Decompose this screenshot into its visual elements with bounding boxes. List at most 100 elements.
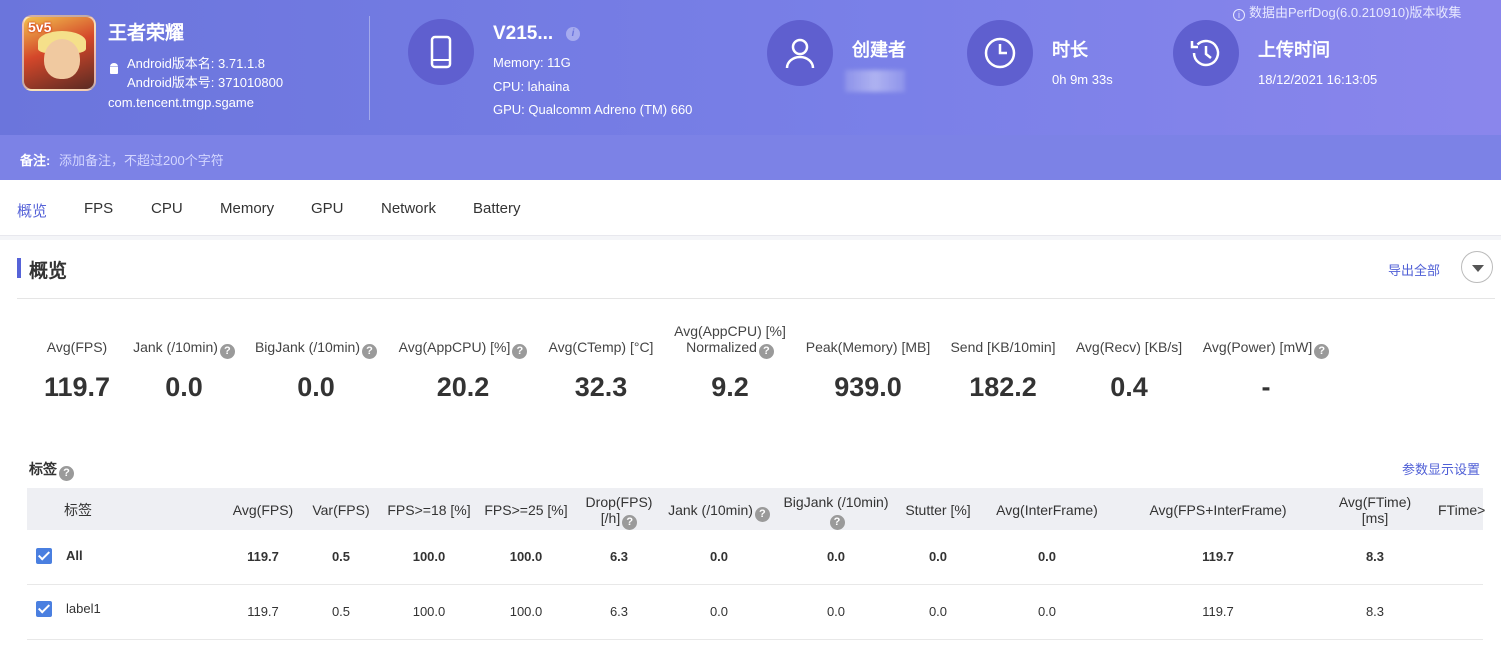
tab-battery[interactable]: Battery [473, 200, 521, 217]
cell: 6.3 [609, 549, 629, 564]
col-bigjank[interactable]: BigJank (/10min)? [783, 494, 889, 530]
metric-value: 0.4 [1110, 372, 1148, 402]
cell: 100.0 [412, 549, 446, 564]
tab-cpu[interactable]: CPU [151, 200, 183, 217]
col-var-fps[interactable]: Var(FPS) [312, 502, 370, 518]
help-icon[interactable]: ? [512, 344, 528, 359]
app-icon: 5v5 [22, 15, 96, 91]
creator-label: 创建者 [852, 40, 906, 60]
note-input[interactable]: 添加备注，不超过200个字符 [59, 153, 224, 168]
android-version-code: Android版本号: 371010800 [127, 75, 284, 90]
col-avg-ftime[interactable]: Avg(FTime) [ms] [1338, 494, 1412, 526]
cell: 6.3 [609, 604, 629, 619]
tags-title: 标签? [29, 459, 74, 481]
device-cpu: CPU: lahaina [493, 79, 570, 94]
metric-label: Avg(FPS) [46, 339, 108, 355]
cell: 0.0 [1037, 549, 1057, 564]
info-circle-icon: i [1233, 9, 1245, 21]
cell: 0.0 [928, 549, 948, 564]
cell: 100.0 [412, 604, 446, 619]
help-icon[interactable]: ? [829, 515, 845, 530]
cell: 119.7 [247, 549, 279, 564]
collapse-button[interactable] [1461, 251, 1493, 283]
cell: 0.0 [1037, 604, 1057, 619]
creator-name-blurred [845, 70, 905, 92]
metric-label: Peak(Memory) [MB] [805, 339, 931, 355]
metric-value: 9.2 [711, 372, 749, 402]
tab-fps[interactable]: FPS [84, 200, 114, 217]
help-icon[interactable]: ? [758, 344, 774, 359]
collect-note: i 数据由PerfDog(6.0.210910)版本收集 [1233, 2, 1461, 21]
help-icon[interactable]: ? [622, 515, 638, 530]
col-interframe[interactable]: Avg(InterFrame) [996, 502, 1098, 518]
metric-label: Jank (/10min)? [128, 339, 240, 359]
tab-network[interactable]: Network [381, 200, 437, 217]
col-stutter[interactable]: Stutter [%] [905, 502, 971, 518]
row-checkbox[interactable] [36, 601, 52, 617]
col-avg-fps[interactable]: Avg(FPS) [232, 502, 294, 518]
cell: 119.7 [247, 604, 279, 619]
metric-value: 939.0 [834, 372, 902, 402]
metric-value: 20.2 [436, 372, 490, 402]
help-icon[interactable]: ? [219, 344, 235, 359]
tab-overview[interactable]: 概览 [17, 203, 48, 220]
duration-label: 时长 [1052, 40, 1088, 60]
table-header: 标签 Avg(FPS) Var(FPS) FPS>=18 [%] FPS>=25… [27, 488, 1486, 530]
metric-label: Avg(AppCPU) [%] Normalized? [674, 323, 786, 359]
android-version-name: Android版本名: 3.71.1.8 [127, 56, 266, 71]
report-header: 5v5 王者荣耀 Android版本名: 3.71.1.8 Android版本号… [0, 0, 1501, 135]
table-row: label1 119.7 0.5 100.0 100.0 6.3 0.0 0.0… [27, 585, 1483, 640]
metric-value: 0.0 [297, 372, 335, 402]
duration-value: 0h 9m 33s [1052, 72, 1113, 87]
metric-value: - [1261, 372, 1271, 402]
metric-value: 182.2 [969, 372, 1037, 402]
metric-label: Avg(AppCPU) [%]? [392, 339, 534, 359]
metric-value: 32.3 [574, 372, 628, 402]
section-accent [17, 258, 21, 278]
package-name: com.tencent.tmgp.sgame [108, 95, 254, 110]
divider [17, 298, 1495, 299]
col-ftime-more[interactable]: FTime> [1438, 502, 1486, 518]
export-all-link[interactable]: 导出全部 [1388, 263, 1441, 278]
metric-label: Send [KB/10min] [950, 339, 1056, 355]
param-settings-link[interactable]: 参数显示设置 [1402, 462, 1481, 477]
clock-icon [967, 20, 1033, 86]
col-jank[interactable]: Jank (/10min)? [664, 502, 774, 522]
android-icon [110, 63, 118, 74]
help-icon[interactable]: ? [754, 507, 770, 522]
metric-label: BigJank (/10min)? [250, 339, 382, 359]
header-divider [369, 16, 370, 120]
tab-memory[interactable]: Memory [220, 200, 275, 217]
cell: 0.5 [331, 549, 351, 564]
cell: 0.0 [928, 604, 948, 619]
cell: 119.7 [1202, 604, 1234, 619]
col-fps25[interactable]: FPS>=25 [%] [484, 502, 568, 518]
tab-gpu[interactable]: GPU [311, 200, 344, 217]
app-name: 王者荣耀 [108, 23, 185, 44]
col-fps-interframe[interactable]: Avg(FPS+InterFrame) [1149, 502, 1287, 518]
col-fps18[interactable]: FPS>=18 [%] [387, 502, 471, 518]
cell: 100.0 [509, 549, 543, 564]
metric-label: Avg(Recv) [KB/s] [1075, 339, 1183, 355]
info-icon[interactable]: i [566, 27, 580, 41]
cell: 119.7 [1202, 549, 1234, 564]
cell: 8.3 [1365, 604, 1385, 619]
metric-value: 0.0 [165, 372, 203, 402]
cell: 100.0 [509, 604, 543, 619]
metric-label: Avg(CTemp) [°C] [548, 339, 654, 355]
device-icon [408, 19, 474, 85]
col-tag: 标签 [64, 502, 92, 518]
user-icon [767, 20, 833, 86]
row-name: label1 [66, 601, 101, 616]
col-drop-fps[interactable]: Drop(FPS) [/h]? [585, 494, 653, 530]
table-row: All 119.7 0.5 100.0 100.0 6.3 0.0 0.0 0.… [27, 530, 1483, 585]
note-label: 备注: [20, 153, 51, 168]
cell: 0.5 [331, 604, 351, 619]
cell: 0.0 [709, 549, 729, 564]
help-icon[interactable]: ? [362, 344, 378, 359]
row-checkbox[interactable] [36, 548, 52, 564]
help-icon[interactable]: ? [59, 466, 74, 481]
note-bar: 备注: 添加备注，不超过200个字符 [0, 135, 1501, 180]
device-name: V215... [493, 23, 554, 44]
help-icon[interactable]: ? [1314, 344, 1330, 359]
